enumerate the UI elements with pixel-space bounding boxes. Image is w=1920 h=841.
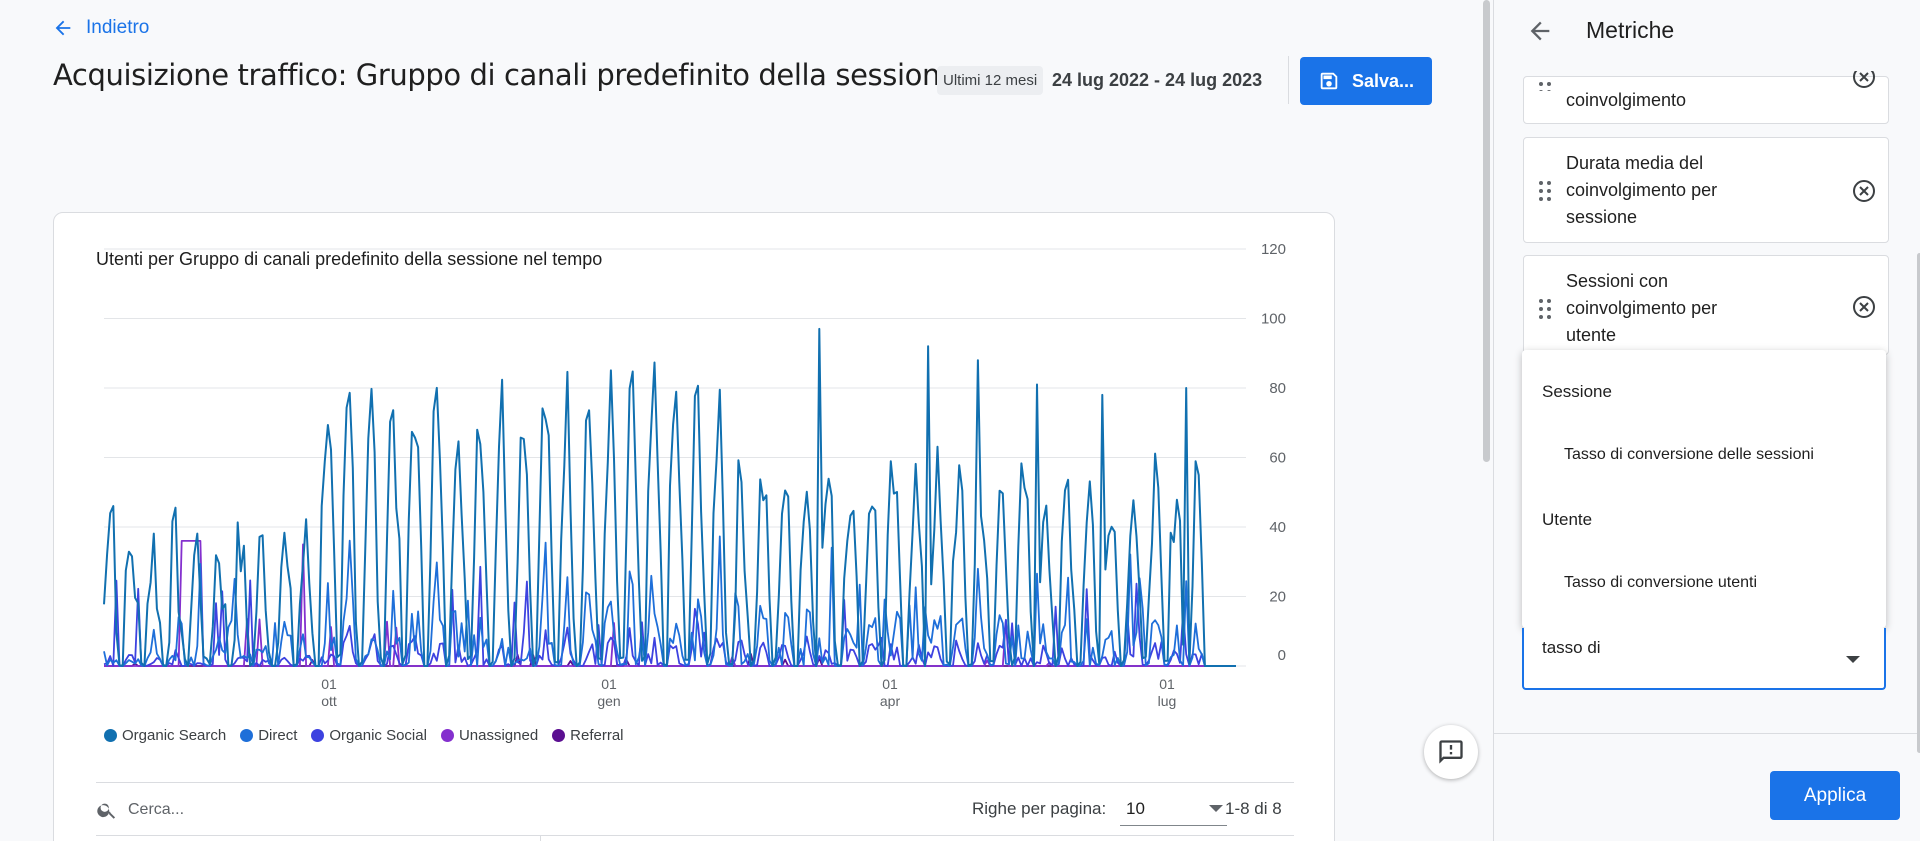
rows-per-page-value: 10 bbox=[1126, 798, 1145, 818]
table-search[interactable]: Cerca... bbox=[96, 799, 184, 821]
remove-circle-icon[interactable] bbox=[1852, 71, 1876, 89]
save-button-label: Salva... bbox=[1351, 70, 1415, 91]
rows-per-page-select[interactable]: 10 bbox=[1120, 792, 1227, 826]
x-tick-day: 01 bbox=[1159, 676, 1175, 692]
metric-label: Durata media del coinvolgimento per sess… bbox=[1566, 150, 1717, 231]
y-tick-label: 20 bbox=[1269, 589, 1286, 606]
legend-dot-icon bbox=[440, 729, 454, 742]
y-tick-label: 100 bbox=[1261, 311, 1286, 328]
apply-button[interactable]: Applica bbox=[1770, 771, 1900, 820]
legend-label: Direct bbox=[258, 727, 298, 744]
y-tick-label: 0 bbox=[1278, 647, 1286, 664]
back-link[interactable]: Indietro bbox=[52, 17, 149, 39]
metric-card[interactable]: Sessioni con coinvolgimento per utente bbox=[1523, 255, 1889, 355]
dropdown-option[interactable]: Tasso di conversione delle sessioni bbox=[1564, 446, 1814, 463]
y-tick-label: 60 bbox=[1269, 450, 1286, 467]
main-scrollbar[interactable] bbox=[1483, 0, 1490, 462]
panel-footer-divider bbox=[1494, 733, 1920, 734]
legend-item[interactable]: Referral bbox=[552, 727, 624, 744]
rows-per-page-label: Righe per pagina: bbox=[972, 799, 1107, 818]
legend-item[interactable]: Organic Search bbox=[104, 727, 226, 744]
card-divider bbox=[96, 782, 1294, 783]
legend-label: Referral bbox=[570, 727, 624, 744]
metric-label: coinvolgimento bbox=[1566, 90, 1687, 110]
x-tick-month: lug bbox=[1158, 693, 1177, 709]
metric-label-line: Durata media del bbox=[1566, 153, 1704, 173]
legend-item[interactable]: Organic Social bbox=[311, 727, 427, 744]
metric-label-line: utente bbox=[1566, 325, 1617, 345]
x-tick-month: ott bbox=[321, 693, 337, 709]
dropdown-arrow-icon bbox=[1209, 805, 1223, 812]
metric-label-line: Sessioni con bbox=[1566, 271, 1669, 291]
chart-card: Utenti per Gruppo di canali predefinito … bbox=[53, 212, 1335, 841]
x-tick-month: gen bbox=[597, 693, 620, 709]
main-content: Indietro Acquisizione traffico: Gruppo d… bbox=[52, 0, 1490, 841]
panel-title: Metriche bbox=[1586, 17, 1675, 43]
legend-dot-icon bbox=[311, 729, 325, 742]
remove-circle-icon[interactable] bbox=[1852, 295, 1876, 319]
header-divider bbox=[1288, 56, 1289, 104]
date-preset-chip[interactable]: Ultimi 12 mesi bbox=[937, 66, 1044, 95]
y-tick-label: 40 bbox=[1269, 519, 1286, 536]
save-icon bbox=[1320, 72, 1338, 90]
metric-label-line: coinvolgimento per bbox=[1566, 180, 1718, 200]
search-icon bbox=[97, 803, 116, 819]
save-button[interactable]: Salva... bbox=[1300, 57, 1432, 105]
pagination-count: 1-8 di 8 bbox=[1225, 799, 1282, 818]
metric-search-input[interactable] bbox=[1542, 638, 1832, 658]
chart-title: Utenti per Gruppo di canali predefinito … bbox=[96, 249, 603, 269]
chart-legend: Organic Search Direct Organic Social Unassi… bbox=[104, 727, 624, 744]
y-tick-label: 120 bbox=[1261, 241, 1286, 258]
legend-dot-icon bbox=[104, 729, 117, 742]
drag-handle-icon[interactable] bbox=[1538, 298, 1552, 320]
dropdown-group-label: Utente bbox=[1542, 510, 1593, 529]
x-tick-month: apr bbox=[880, 693, 901, 709]
arrow-left-icon bbox=[55, 20, 71, 36]
feedback-button[interactable] bbox=[1424, 725, 1478, 779]
dropdown-option[interactable]: Tasso di conversione utenti bbox=[1564, 574, 1757, 591]
back-link-label: Indietro bbox=[86, 17, 150, 38]
table-header-line bbox=[96, 835, 1294, 836]
page-title: Acquisizione traffico: Gruppo di canali … bbox=[53, 58, 958, 92]
metric-search-field[interactable] bbox=[1522, 628, 1886, 690]
x-tick-day: 01 bbox=[882, 676, 898, 692]
remove-circle-icon[interactable] bbox=[1852, 179, 1876, 203]
dropdown-arrow-icon[interactable] bbox=[1846, 656, 1860, 663]
legend-label: Organic Search bbox=[122, 727, 227, 744]
legend-item[interactable]: Direct bbox=[240, 727, 297, 744]
panel-scrollbar[interactable] bbox=[1917, 253, 1920, 753]
search-placeholder: Cerca... bbox=[128, 801, 185, 818]
drag-handle-icon[interactable] bbox=[1538, 180, 1552, 202]
metric-card[interactable]: Durata media del coinvolgimento per sess… bbox=[1523, 137, 1889, 243]
date-range[interactable]: 24 lug 2022 - 24 lug 2023 bbox=[1052, 70, 1263, 90]
legend-item[interactable]: Unassigned bbox=[440, 727, 539, 744]
metric-card[interactable]: coinvolgimento bbox=[1523, 71, 1889, 124]
series-line-organic-search[interactable] bbox=[103, 327, 1236, 667]
legend-dot-icon bbox=[552, 729, 566, 742]
legend-label: Organic Social bbox=[329, 727, 427, 744]
x-tick-day: 01 bbox=[601, 676, 617, 692]
y-tick-label: 80 bbox=[1269, 380, 1286, 397]
metric-label: Sessioni con coinvolgimento per utente bbox=[1566, 268, 1717, 349]
metric-label-line: sessione bbox=[1566, 207, 1638, 227]
legend-dot-icon bbox=[240, 729, 254, 742]
x-tick-day: 01 bbox=[321, 676, 337, 692]
feedback-icon bbox=[1439, 740, 1463, 764]
metric-dropdown-menu: Sessione Tasso di conversione delle sess… bbox=[1522, 350, 1886, 628]
legend-label: Unassigned bbox=[458, 727, 539, 744]
panel-back-icon[interactable] bbox=[1526, 17, 1554, 45]
drag-handle-icon[interactable] bbox=[1538, 81, 1552, 91]
table-column-divider bbox=[540, 835, 541, 841]
metric-label-line: coinvolgimento per bbox=[1566, 298, 1718, 318]
dropdown-group-label: Sessione bbox=[1542, 382, 1612, 401]
